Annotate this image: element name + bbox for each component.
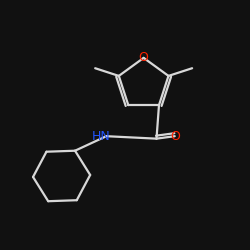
Text: O: O [139,52,148,64]
Text: HN: HN [92,130,111,143]
Text: O: O [170,130,180,143]
